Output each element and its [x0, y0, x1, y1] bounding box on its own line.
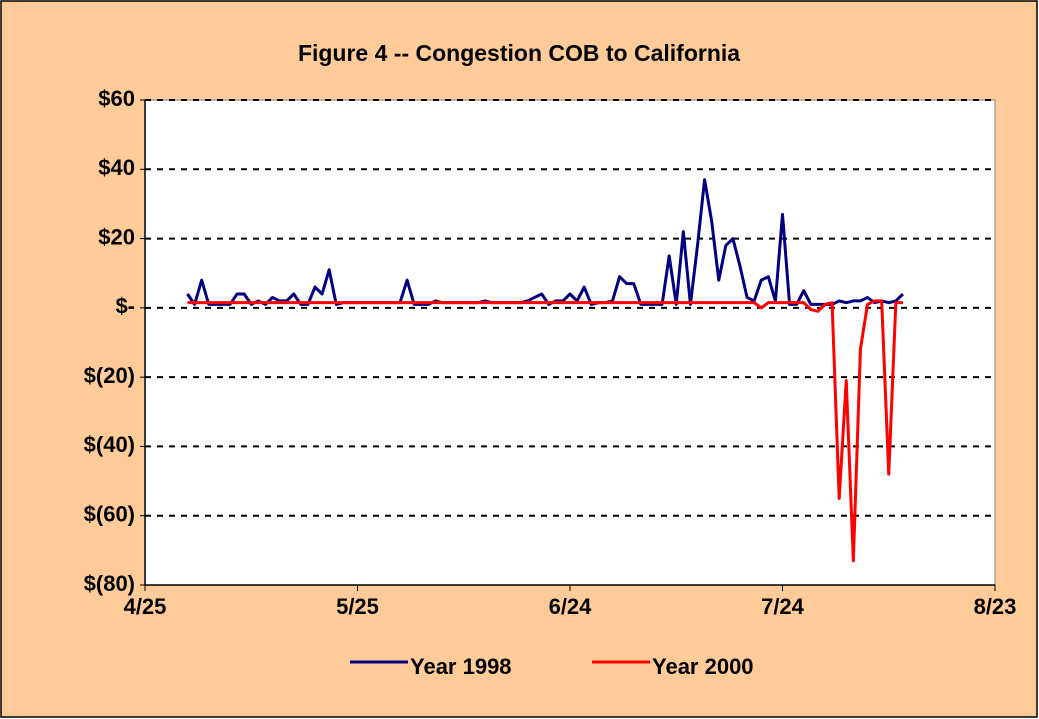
- y-tick-label: $20: [98, 224, 135, 249]
- y-tick-label: $-: [115, 294, 135, 319]
- y-tick-label: $60: [98, 86, 135, 111]
- chart-title: Figure 4 -- Congestion COB to California: [298, 40, 740, 66]
- y-tick-label: $(40): [84, 432, 135, 457]
- plot-area: [144, 99, 996, 586]
- y-tick-label: $40: [98, 155, 135, 180]
- legend-label: Year 1998: [410, 654, 512, 679]
- y-tick-label: $(80): [84, 571, 135, 596]
- x-tick-label: 7/24: [761, 594, 805, 619]
- x-tick-label: 8/23: [974, 594, 1017, 619]
- legend-label: Year 2000: [652, 654, 754, 679]
- y-tick-label: $(20): [84, 363, 135, 388]
- series-line: [186, 178, 904, 306]
- y-tick-label: $(60): [84, 502, 135, 527]
- series-line: [187, 299, 903, 563]
- x-tick-label: 4/25: [124, 594, 167, 619]
- x-tick-label: 6/24: [549, 594, 593, 619]
- x-tick-label: 5/25: [336, 594, 379, 619]
